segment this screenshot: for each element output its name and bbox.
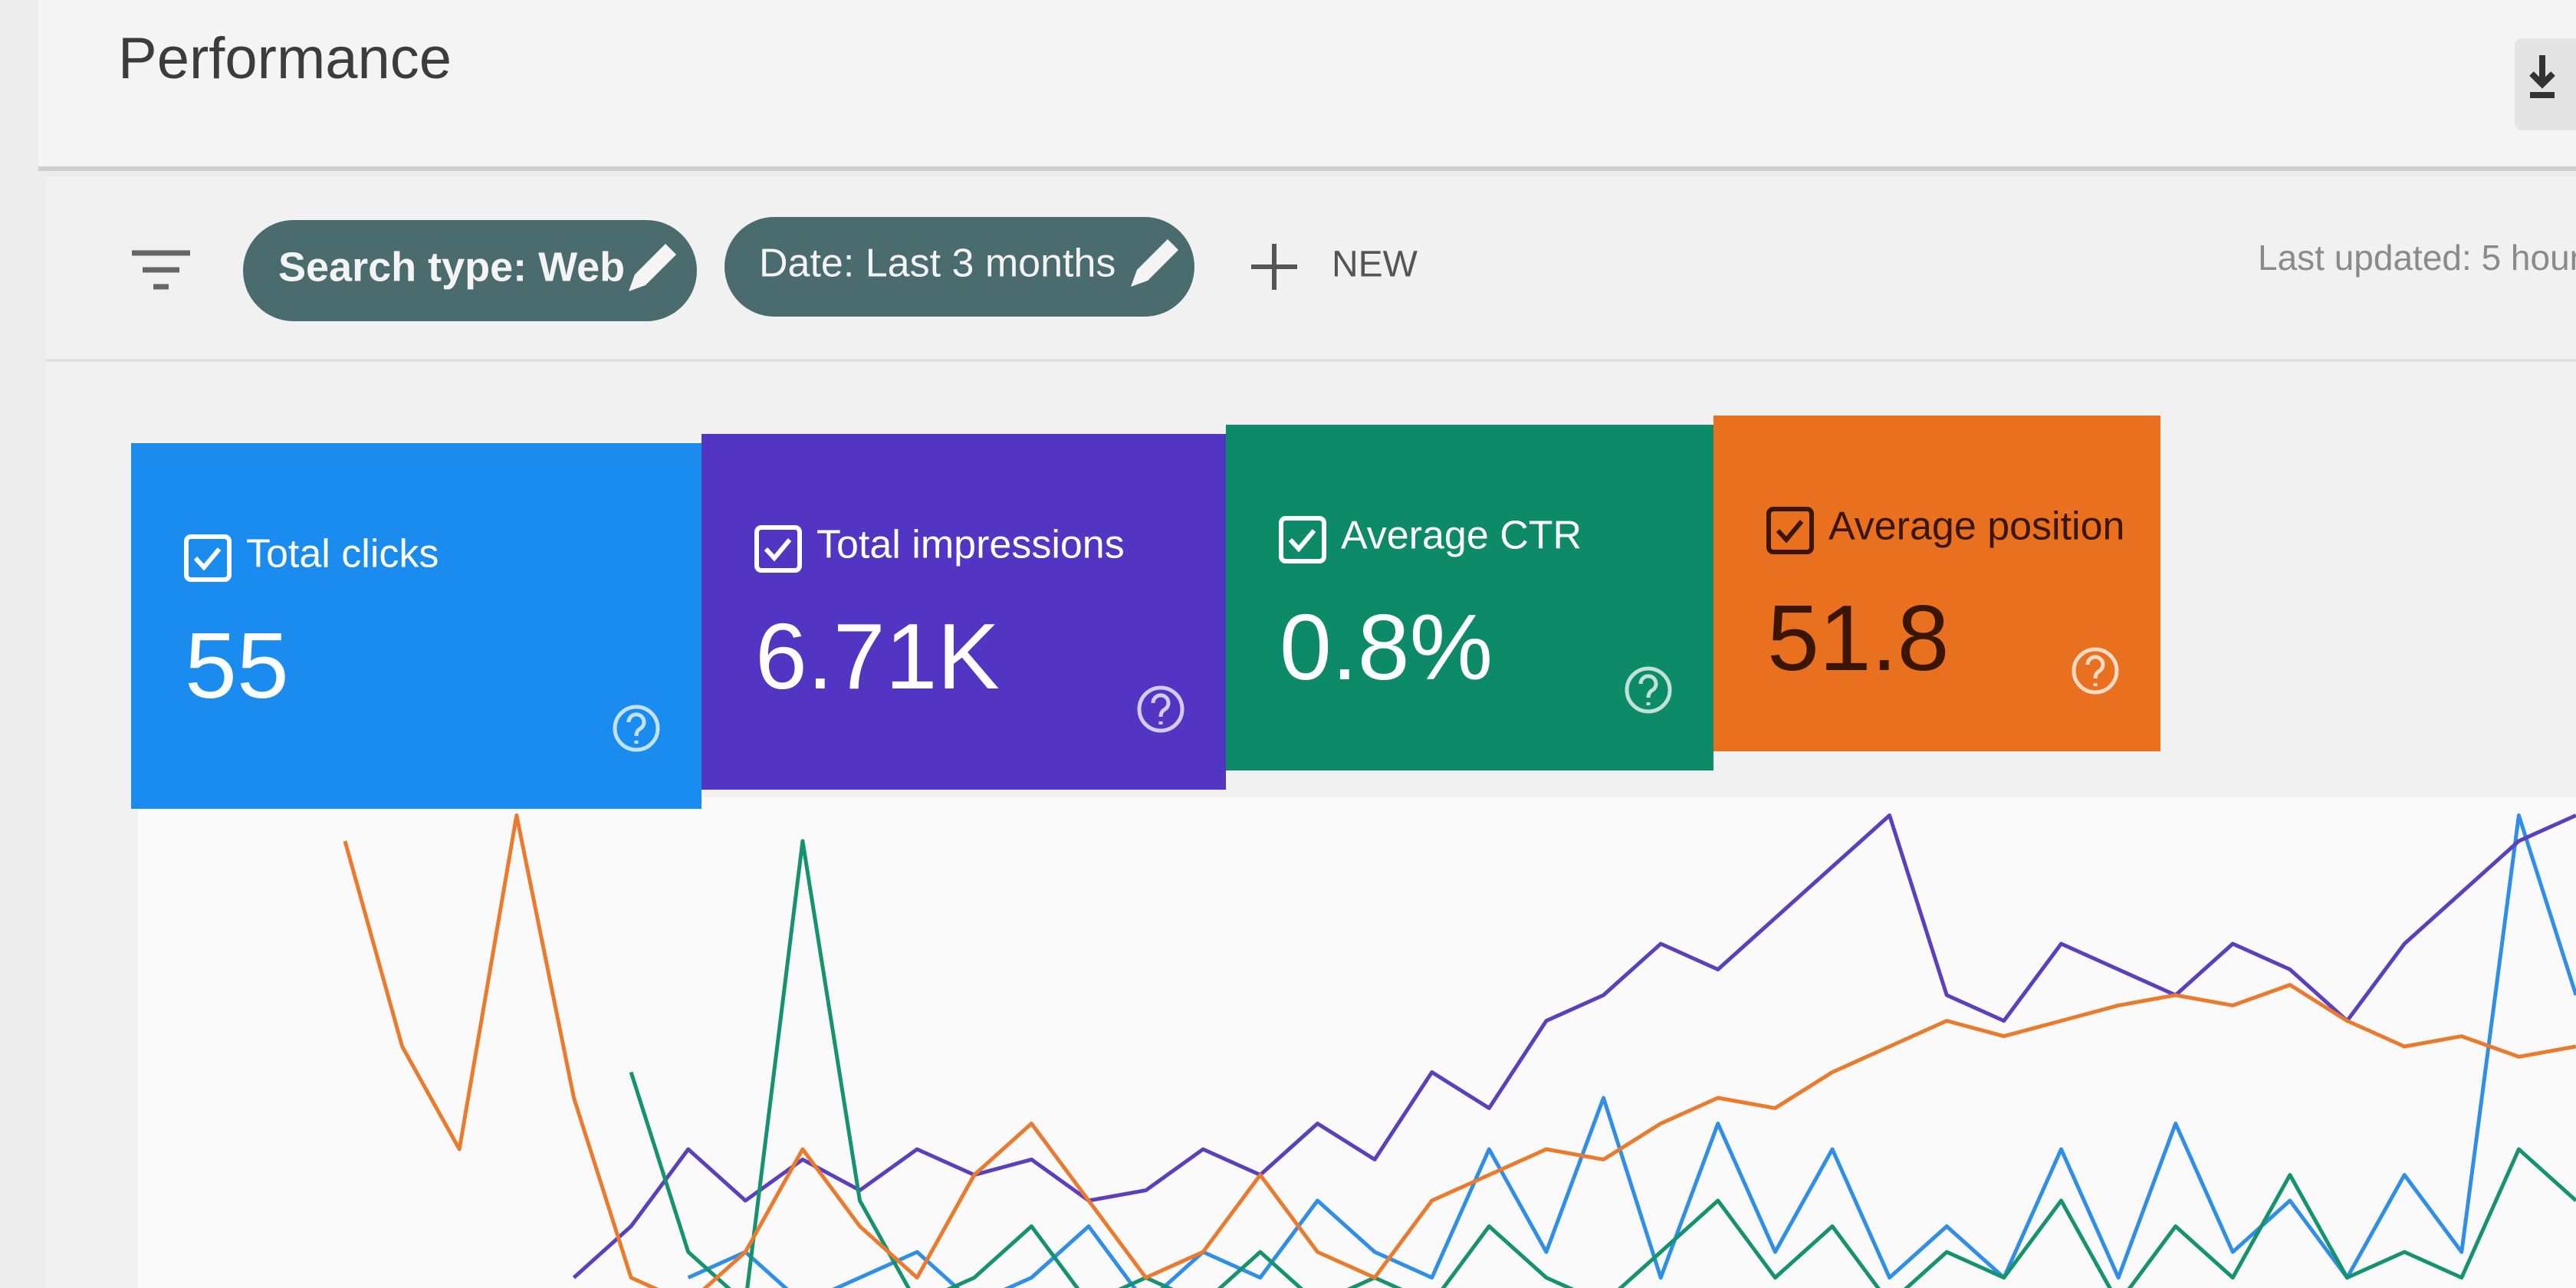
help-icon xyxy=(613,705,660,752)
chart-lines xyxy=(343,813,2576,1288)
new-filter-button[interactable]: NEW xyxy=(1251,244,1418,290)
edit-icon xyxy=(629,244,676,291)
metric-label: Average CTR xyxy=(1341,514,1582,558)
page-title: Performance xyxy=(118,26,452,91)
help-icon xyxy=(1625,666,1672,714)
last-updated: Last updated: 5 hour xyxy=(2258,238,2576,278)
metric-card[interactable]: Average position 51.8 xyxy=(1714,416,2160,751)
help-mark xyxy=(1638,674,1658,705)
chip-bg xyxy=(724,217,1194,317)
metric-label: Total impressions xyxy=(816,523,1125,567)
series-line xyxy=(629,839,2576,1288)
metric-value: 55 xyxy=(185,613,289,718)
checkmark xyxy=(1288,529,1316,553)
chip-bg xyxy=(243,220,697,321)
chip-label: Search type: Web xyxy=(278,244,625,290)
card-bg xyxy=(131,443,702,809)
metric-cards: Total clicks 55 Total impressions 6.71K Aver… xyxy=(131,416,2160,809)
help-icon xyxy=(1137,685,1184,733)
download-button[interactable] xyxy=(2515,38,2576,130)
metric-label: Total clicks xyxy=(246,532,439,577)
chart-panel xyxy=(138,797,2576,1288)
metric-card[interactable]: Average CTR 0.8% xyxy=(1226,425,1714,770)
card-bg xyxy=(1714,416,2160,751)
filter-chip[interactable]: Date: Last 3 months xyxy=(724,217,1194,317)
checkbox xyxy=(184,534,232,582)
metric-card[interactable]: Total clicks 55 xyxy=(131,443,702,809)
help-icon xyxy=(2072,647,2119,695)
metric-value: 0.8% xyxy=(1280,595,1493,699)
help-mark xyxy=(626,712,646,744)
checkmark xyxy=(764,538,792,562)
series-line xyxy=(343,813,2576,1288)
checkbox xyxy=(754,525,802,573)
checkbox xyxy=(1766,507,1814,554)
checkmark xyxy=(1776,520,1804,544)
new-label: NEW xyxy=(1332,245,1418,285)
checkmark xyxy=(193,547,222,571)
download-icon xyxy=(2529,55,2555,98)
chip-label: Date: Last 3 months xyxy=(759,242,1116,286)
edit-icon xyxy=(1131,239,1178,287)
metric-value: 6.71K xyxy=(755,604,1000,708)
help-mark xyxy=(1151,693,1171,724)
filter-lines xyxy=(132,250,190,290)
checkbox xyxy=(1279,516,1326,564)
metric-card[interactable]: Total impressions 6.71K xyxy=(702,434,1226,790)
plus-icon xyxy=(1251,244,1297,290)
series-line xyxy=(572,813,2576,1280)
help-mark xyxy=(2085,655,2105,686)
card-bg xyxy=(702,434,1226,790)
filter-chip[interactable]: Search type: Web xyxy=(243,220,697,321)
top-bar xyxy=(38,0,2576,167)
card-bg xyxy=(1226,425,1714,770)
filter-icon[interactable] xyxy=(132,250,190,290)
metric-label: Average position xyxy=(1829,504,2124,549)
metric-value: 51.8 xyxy=(1767,586,1949,690)
